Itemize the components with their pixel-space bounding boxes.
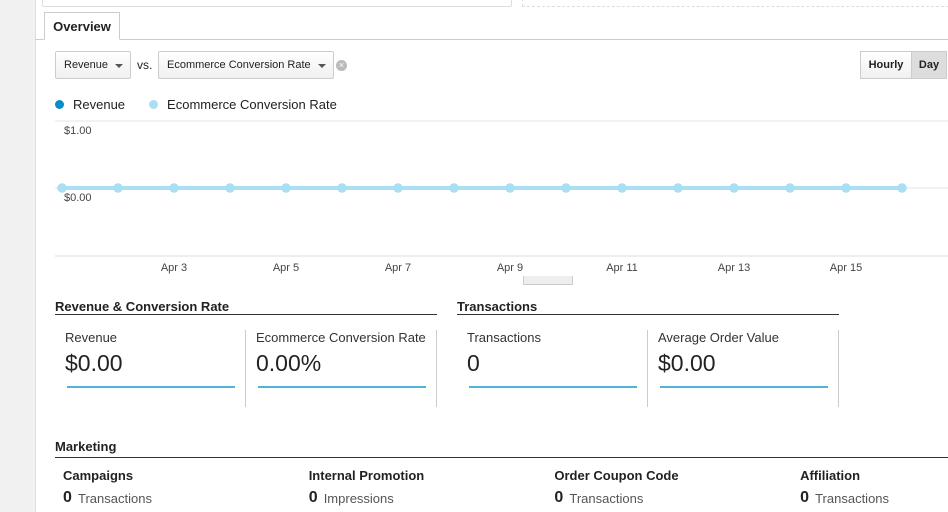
- data-point: [337, 183, 347, 193]
- data-point: [841, 183, 851, 193]
- section-title: Marketing: [55, 439, 117, 454]
- data-point: [617, 183, 627, 193]
- marketing-value: 0: [554, 489, 564, 506]
- data-point: [113, 183, 123, 193]
- marketing-name[interactable]: Internal Promotion: [308, 468, 425, 483]
- tab[interactable]: Overview: [44, 12, 120, 40]
- data-point: [505, 183, 515, 193]
- vs-label: vs.: [137, 58, 153, 72]
- data-point: [57, 183, 67, 193]
- section-rule: [457, 314, 839, 315]
- x-tick-label: Apr 15: [830, 262, 862, 274]
- marketing-unit: Transactions: [815, 491, 890, 506]
- x-tick-label: Apr 11: [606, 262, 638, 274]
- data-point: [673, 183, 683, 193]
- metric-label: Revenue: [65, 330, 118, 345]
- metric-label: Ecommerce Conversion Rate: [256, 330, 426, 345]
- marketing-value: 0: [63, 489, 72, 506]
- sidebar: [0, 0, 36, 512]
- metric-separator: [838, 330, 839, 407]
- metric-value: $0.00: [658, 350, 716, 376]
- data-point: [449, 183, 459, 193]
- data-point: [281, 183, 291, 193]
- search-box[interactable]: [42, 0, 512, 7]
- compare-dropdown[interactable]: Ecommerce Conversion Rate: [158, 51, 334, 79]
- legend-swatch: [149, 100, 159, 109]
- resize-handle[interactable]: [523, 276, 573, 285]
- sparkline: [469, 386, 637, 388]
- legend-label: Revenue: [73, 97, 126, 112]
- legend: Revenue Ecommerce Conversion Rate: [55, 97, 337, 112]
- metric-label: Transactions: [467, 330, 541, 345]
- tab-rule: [35, 39, 948, 40]
- sparkline: [660, 386, 828, 388]
- sparkline: [258, 386, 426, 388]
- day-button[interactable]: Day: [911, 51, 947, 79]
- sparkline: [67, 386, 235, 388]
- section-title: Revenue & Conversion Rate: [55, 299, 230, 314]
- legend-item[interactable]: Ecommerce Conversion Rate: [149, 97, 337, 112]
- x-tick-label: Apr 13: [718, 262, 750, 274]
- metric-value: 0: [467, 350, 480, 376]
- metric-separator: [245, 330, 246, 407]
- y-tick-label: $1.00: [64, 125, 92, 137]
- marketing-value: 0: [308, 489, 318, 506]
- marketing-unit: Transactions: [78, 491, 152, 506]
- x-tick-label: Apr 7: [385, 262, 411, 274]
- section-rule: [55, 314, 437, 315]
- x-tick-label: Apr 9: [497, 262, 523, 274]
- marketing-value: 0: [800, 489, 809, 506]
- legend-swatch: [55, 100, 64, 109]
- metric-dropdown[interactable]: Revenue: [55, 51, 131, 79]
- data-point: [897, 183, 907, 193]
- data-point: [561, 183, 571, 193]
- legend-item[interactable]: Revenue: [55, 97, 125, 112]
- metric-separator: [436, 330, 437, 407]
- marketing-unit: Transactions: [569, 491, 644, 506]
- marketing-name[interactable]: Affiliation: [800, 468, 861, 483]
- marketing-unit: Impressions: [323, 491, 394, 506]
- chart: $1.00 $0.00 Apr 3 Apr 5 Apr 7 Apr 9 Apr 11 Apr …: [55, 120, 948, 274]
- hourly-button[interactable]: Hourly: [860, 51, 912, 79]
- marketing-name[interactable]: Campaigns: [63, 468, 134, 483]
- remove-compare[interactable]: ×: [336, 60, 347, 71]
- metric-label: Average Order Value: [658, 330, 779, 345]
- metric-value: 0.00%: [256, 350, 322, 376]
- data-point: [729, 183, 739, 193]
- x-tick-label: Apr 5: [273, 262, 299, 274]
- data-point: [169, 183, 179, 193]
- x-tick-label: Apr 3: [161, 262, 187, 274]
- data-point: [225, 183, 235, 193]
- marketing-name[interactable]: Order Coupon Code: [554, 468, 679, 483]
- section-rule: [55, 457, 948, 458]
- metric-separator: [647, 330, 648, 407]
- data-point: [785, 183, 795, 193]
- data-point: [393, 183, 403, 193]
- y-tick-label: $0.00: [64, 192, 92, 204]
- metric-value: $0.00: [65, 350, 123, 376]
- section-title: Transactions: [457, 299, 538, 314]
- legend-label: Ecommerce Conversion Rate: [167, 97, 337, 112]
- placeholder: [522, 0, 948, 7]
